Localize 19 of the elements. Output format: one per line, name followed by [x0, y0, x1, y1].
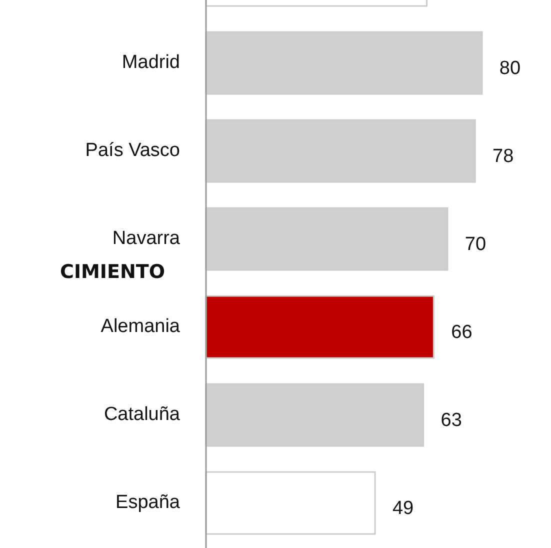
y-tick-label: Alemania — [100, 316, 180, 338]
bar — [205, 207, 448, 271]
data-label: 49 — [392, 498, 414, 520]
data-label: 70 — [464, 234, 486, 256]
data-label: 63 — [440, 410, 462, 432]
data-label: 66 — [451, 322, 472, 344]
bar — [205, 295, 434, 359]
bar — [205, 383, 424, 447]
data-label: 80 — [499, 58, 521, 80]
y-tick-label: Navarra — [112, 228, 180, 250]
y-tick-label: Cataluña — [104, 404, 180, 426]
bar — [205, 31, 483, 95]
bar — [205, 119, 476, 183]
data-label: 78 — [492, 146, 514, 168]
text: CIMIENTO — [60, 261, 165, 283]
y-tick-label: Madrid — [122, 52, 180, 74]
y-tick-label: España — [116, 492, 180, 514]
y-tick-label: País Vasco — [85, 140, 180, 162]
bar — [205, 471, 376, 535]
